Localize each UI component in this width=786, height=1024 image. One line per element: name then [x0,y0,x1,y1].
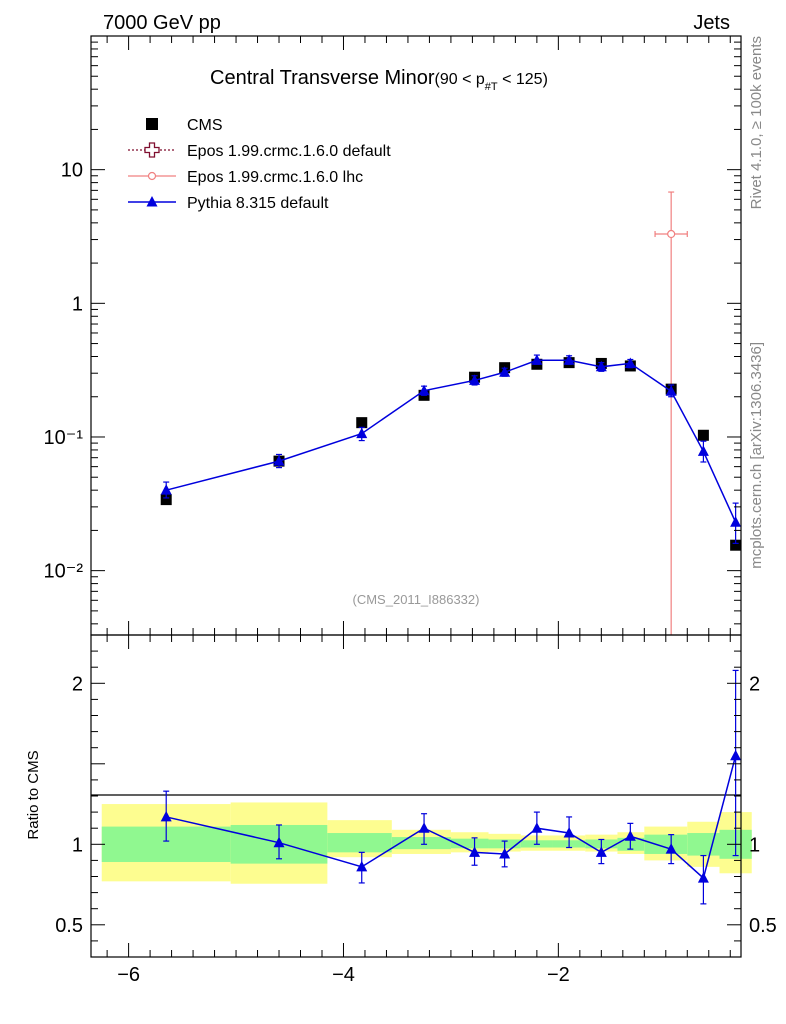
pythia-point [499,366,511,377]
legend-epos-lhc-marker [147,171,157,181]
ratio-band-inner [327,833,392,853]
pythia-point [595,360,607,372]
legend-label-cms: CMS [187,117,223,134]
ratio-pythia-point [531,822,543,833]
ratio-plot-panel: 0.5 0.5 1 1 2 2 [55,634,777,958]
chart-title: Central Transverse Minor(90 < p#T < 125) [210,67,548,93]
cms-point [697,429,709,441]
legend: CMS Epos 1.99.crmc.1.6.0 default Epos 1.99… [128,117,391,212]
mcplots-label: mcplots.cern.ch [arXiv:1306.3436] [748,342,765,569]
chart-title-end: < 125) [498,71,548,88]
cms-point [160,494,172,506]
pythia-point [697,445,709,456]
chart-title-suffix: (90 < p [435,71,485,88]
legend-pythia-marker [146,196,158,207]
pythia-point [469,374,481,385]
ratio-pythia-point [499,847,511,859]
pythia-point [160,484,172,495]
ratio-y-tick-label-right: 1 [749,834,760,856]
ratio-y-tick-label: 1 [72,834,83,856]
ratio-pythia-point [595,846,607,857]
legend-label-epos-lhc: Epos 1.99.crmc.1.6.0 lhc [187,169,363,186]
ratio-band-inner [391,837,451,850]
chart-title-main: Central Transverse Minor [210,67,435,89]
chart-title-sub: #T [485,81,498,93]
header-left: 7000 GeV pp [103,12,221,34]
ratio-pythia-point [356,860,368,872]
legend-label-epos-default: Epos 1.99.crmc.1.6.0 default [187,143,391,160]
x-tick-label: −6 [117,964,140,986]
pythia-point [563,354,575,365]
cms-point [730,539,742,551]
pythia-point [730,516,742,527]
ratio-plot-frame [90,634,742,958]
main-y-tick-label: 1 [72,293,83,315]
main-y-tick-label: 10⁻¹ [44,427,84,449]
legend-cms-marker [146,118,158,130]
pythia-point [356,427,368,439]
pythia-point [418,384,430,396]
ratio-pythia-point [697,872,709,883]
ratio-pythia-point [730,749,742,761]
main-y-tick-label: 10⁻² [44,561,84,583]
pythia-point [531,354,543,365]
main-plot-panel: 10⁻² 10⁻¹ 1 10 [44,35,742,636]
x-tick-label: −4 [332,964,355,986]
pythia-point [273,455,285,466]
pythia-line [166,359,737,523]
ratio-y-tick-label-right: 0.5 [749,915,777,937]
ratio-ylabel: Ratio to CMS [25,750,42,839]
ratio-pythia-point [469,846,481,857]
cms-point [356,417,368,429]
pythia-point [624,357,636,368]
ratio-pythia-point [624,830,636,841]
ratio-y-tick-label: 2 [72,673,83,695]
pythia-point [665,385,677,396]
ratio-pythia-point [563,827,575,838]
ratio-pythia-point [273,836,285,848]
header-right: Jets [693,12,730,34]
legend-label-pythia: Pythia 8.315 default [187,195,329,212]
ratio-pythia-point [160,810,172,822]
legend-epos-default-marker [144,142,160,158]
ratio-band-inner [450,838,489,849]
ratio-y-tick-label: 0.5 [55,915,83,937]
ratio-pythia-point [665,843,677,854]
main-y-tick-label: 10 [61,160,83,182]
x-tick-label: −2 [547,964,570,986]
ratio-y-tick-label-right: 2 [749,673,760,695]
ratio-band-inner [644,834,688,854]
ratio-pythia-point [418,822,430,833]
rivet-label: Rivet 4.1.0, ≥ 100k events [748,36,765,209]
analysis-tag: (CMS_2011_I886332) [353,592,480,607]
epos-lhc-point [667,229,676,239]
